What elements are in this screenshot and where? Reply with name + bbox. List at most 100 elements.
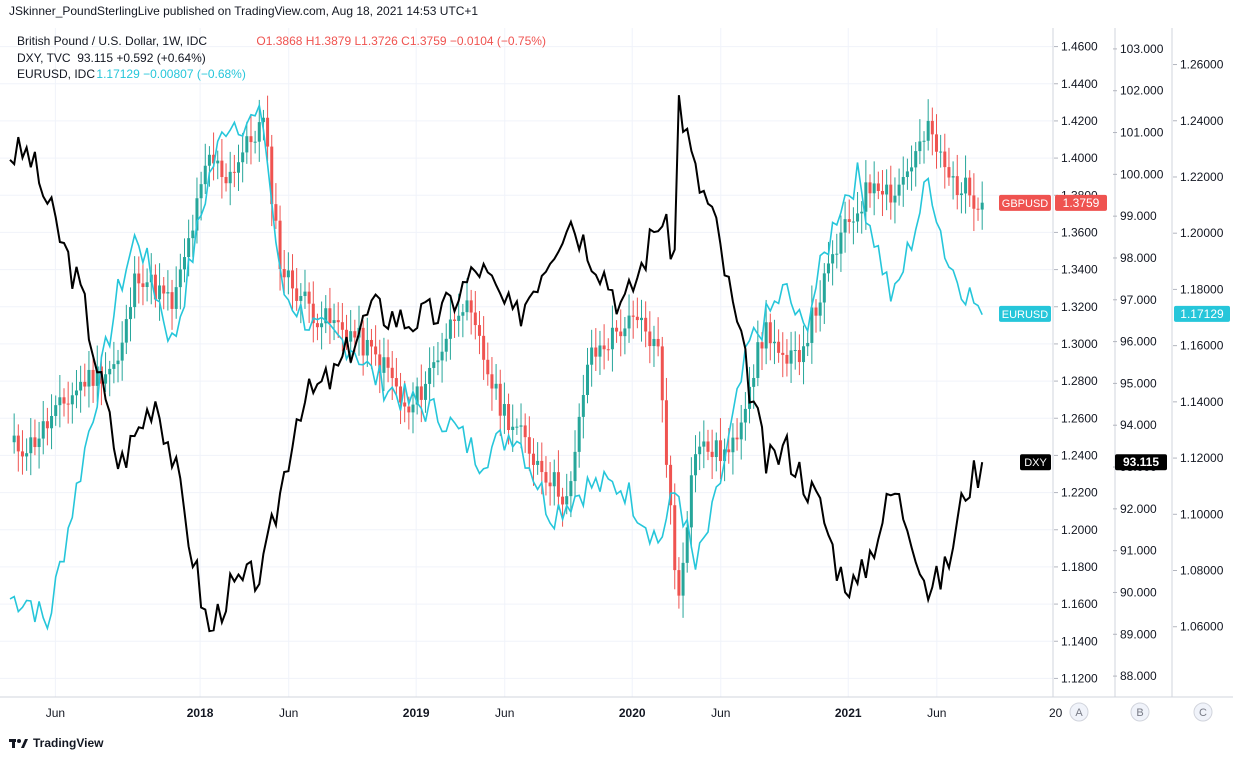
scale-button-b[interactable] — [1130, 702, 1150, 722]
price-axes[interactable]: 1.46001.44001.42001.40001.38001.36001.34… — [1052, 28, 1224, 697]
candle-body — [735, 437, 739, 440]
y-tick-label-B: 91.000 — [1120, 544, 1157, 558]
y-tick-label-B: 94.000 — [1120, 418, 1157, 432]
candle-body — [207, 154, 211, 166]
scale-button-a[interactable] — [1069, 702, 1089, 722]
candle-body — [74, 390, 78, 396]
badge-name-bg-gbpusd — [999, 194, 1051, 211]
candle-body — [772, 341, 776, 344]
candle-body — [901, 177, 905, 185]
badge-value-bg-eurusd — [1174, 305, 1230, 322]
y-tick-label-B: 95.000 — [1120, 376, 1157, 390]
scale-buttons[interactable]: A B C — [1069, 702, 1213, 722]
candle-body — [199, 184, 203, 199]
candle-body — [959, 193, 963, 196]
candle-body — [349, 331, 353, 342]
x-tick-label: 2020 — [619, 706, 646, 720]
candle-body — [477, 325, 481, 336]
candle-body — [191, 230, 195, 239]
candle-body — [324, 308, 328, 324]
tradingview-logo[interactable]: TradingView — [9, 736, 103, 750]
y-tick-label-B: 97.000 — [1120, 293, 1157, 307]
candle-body — [195, 198, 199, 231]
candle-body — [644, 317, 648, 332]
candle-body — [976, 208, 980, 210]
candle-body — [689, 475, 693, 528]
candle-body — [428, 367, 432, 384]
badge-value-eurusd: 1.17129 — [1180, 307, 1224, 321]
candle-body — [145, 282, 149, 288]
candle-body — [585, 364, 589, 396]
candle-body — [70, 395, 74, 405]
y-tick-label-B: 102.000 — [1120, 84, 1164, 98]
candle-body — [914, 151, 918, 168]
badge-name-bg-eurusd — [999, 305, 1051, 322]
candle-body — [216, 160, 220, 164]
published-header: JSkinner_PoundSterlingLive published on … — [9, 4, 479, 18]
candle-body — [286, 270, 290, 278]
candle-body — [369, 339, 373, 347]
candle-body — [178, 269, 182, 288]
candle-body — [822, 273, 826, 303]
candle-body — [411, 404, 415, 413]
badge-value-dxy: 93.115 — [1123, 455, 1159, 469]
candle-body — [249, 136, 253, 143]
y-tick-label-C: 1.08000 — [1180, 564, 1224, 578]
candle-body — [33, 437, 37, 448]
y-tick-label-B: 92.000 — [1120, 502, 1157, 516]
badge-value-bg-gbpusd — [1055, 194, 1107, 211]
badge-value-gbpusd: 1.3759 — [1063, 196, 1100, 210]
gbpusd-candles — [12, 95, 984, 618]
candle-body — [137, 273, 141, 284]
candle-body — [386, 357, 390, 368]
candle-body — [764, 322, 768, 349]
candle-body — [615, 327, 619, 332]
candle-body — [548, 482, 552, 487]
candle-body — [469, 300, 473, 313]
candle-body — [241, 152, 245, 163]
candle-body — [116, 360, 120, 365]
y-tick-label-C: 1.20000 — [1180, 226, 1224, 240]
candle-body — [257, 122, 261, 142]
eurusd-line — [9, 102, 983, 631]
y-tick-label-B: 88.000 — [1120, 669, 1157, 683]
candle-body — [951, 176, 955, 178]
candle-body — [947, 167, 951, 178]
candle-body — [315, 323, 319, 328]
candle-body — [565, 496, 569, 505]
y-tick-label-C: 1.26000 — [1180, 58, 1224, 72]
y-tick-label-A: 1.4200 — [1061, 114, 1098, 128]
candle-body — [50, 415, 54, 429]
candle-body — [843, 219, 847, 233]
scale-button-label: C — [1199, 707, 1207, 719]
candle-body — [128, 307, 132, 320]
candle-body — [694, 454, 698, 476]
candle-body — [752, 377, 756, 387]
candle-body — [95, 366, 99, 386]
candle-body — [847, 219, 851, 223]
candle-body — [685, 527, 689, 563]
candle-body — [203, 165, 207, 185]
scale-button-c[interactable] — [1193, 702, 1213, 722]
candle-body — [465, 300, 469, 313]
candle-body — [20, 451, 24, 457]
candle-body — [839, 232, 843, 254]
time-axis[interactable]: Jun 2018 Jun 2019 Jun 2020 Jun 2021 Jun 20 — [0, 696, 1233, 720]
candle-body — [561, 496, 565, 505]
candle-body — [237, 162, 241, 173]
candle-body — [760, 342, 764, 349]
y-tick-label-A: 1.4400 — [1061, 77, 1098, 91]
candle-body — [212, 154, 216, 164]
candle-body — [473, 312, 477, 326]
candle-body — [569, 481, 573, 497]
candle-body — [270, 146, 274, 205]
candle-body — [885, 184, 889, 195]
candle-body — [461, 312, 465, 316]
candle-body — [968, 177, 972, 196]
candle-body — [133, 273, 137, 308]
candle-body — [278, 220, 282, 270]
y-tick-label-C: 1.12000 — [1180, 451, 1224, 465]
candle-body — [399, 386, 403, 403]
tradingview-logo-text: TradingView — [33, 736, 104, 750]
